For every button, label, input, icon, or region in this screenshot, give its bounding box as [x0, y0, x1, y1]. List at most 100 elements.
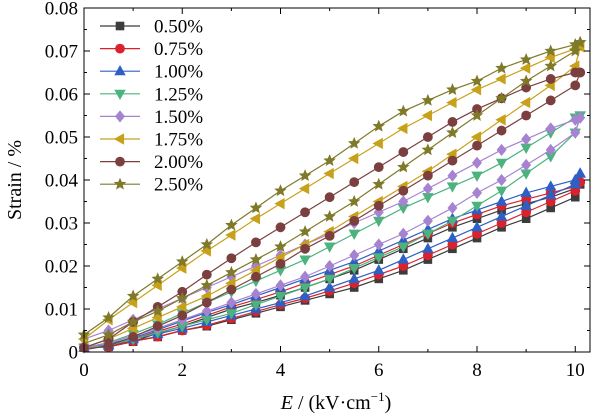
series-8-down-point-17: [470, 108, 484, 121]
series-5-down-point-17: [472, 186, 482, 199]
series-8-down-point-5: [175, 291, 189, 304]
series-7-down-point-7: [226, 284, 237, 295]
x-tick-label-2: 2: [178, 360, 188, 381]
series-7-down-point-17: [472, 140, 482, 151]
series-3-down-line: [83, 173, 581, 349]
series-8-down-line: [83, 42, 581, 344]
series-6-up-point-18: [495, 73, 506, 85]
y-axis-title: Strain / %: [4, 140, 26, 220]
series-8-down-point-3: [126, 315, 140, 328]
series-8-up-point-8: [249, 201, 263, 214]
legend-marker-3: [114, 64, 126, 76]
series-8-up-point-11: [323, 154, 336, 166]
series-7-down-point-18: [496, 125, 507, 136]
series-7-down-point-21: [570, 80, 581, 91]
series-6-up-point-7: [225, 229, 236, 241]
y-tick-label-0.08: 0.08: [45, 0, 78, 20]
series-8-down-point-16: [446, 126, 459, 139]
series-layer: [77, 35, 587, 354]
series-5-down-point-8: [250, 287, 261, 301]
series-3-up-point-18: [495, 195, 508, 206]
series-8-down-point-6: [200, 278, 214, 291]
series-3-down-point-15: [422, 242, 434, 253]
series-7-up-point-12: [349, 177, 360, 188]
series-7-up-point-10: [300, 207, 310, 218]
series-8-up-point-14: [397, 104, 410, 117]
series-8: [77, 35, 587, 344]
series-6-up-line: [83, 46, 581, 340]
series-4-down-point-8: [250, 300, 262, 311]
series-5-down-point-7: [226, 296, 237, 309]
series-8-down-point-2: [102, 328, 115, 341]
series-4-up-point-17: [471, 171, 483, 182]
series-6-up-point-3: [126, 296, 138, 309]
x-axis-title-exponent: −1: [371, 389, 385, 404]
series-4-down-line: [83, 115, 581, 349]
legend-marker-4: [114, 89, 126, 101]
series-4-down-point-17: [471, 201, 483, 213]
series-4-down-point-19: [520, 169, 532, 180]
series-6-up-point-10: [298, 182, 310, 195]
series-3-down-point-20: [544, 188, 557, 200]
series-8-down-point-12: [347, 194, 361, 207]
series-7-down-point-12: [349, 215, 360, 226]
series-7-down-point-19: [521, 110, 532, 121]
series-4-up-point-11: [323, 242, 336, 253]
series-6-up-point-5: [176, 262, 187, 274]
series-8-down-point-20: [544, 59, 557, 72]
series-5-down-point-11: [324, 259, 335, 273]
series-8-down-point-15: [421, 143, 435, 156]
series-8-up-point-17: [470, 74, 484, 87]
legend-entry-8: 2.50%: [100, 175, 203, 196]
series-3-down-point-14: [397, 253, 410, 264]
series-4-down-point-12: [348, 264, 360, 275]
series-5-down-point-22: [575, 111, 586, 124]
x-tick-label-4: 4: [276, 360, 286, 381]
legend-marker-7: [115, 156, 125, 167]
series-7-down-point-6: [201, 297, 212, 308]
series-4-up-point-13: [373, 216, 385, 228]
series-7-down-point-20: [545, 95, 556, 106]
legend-label-7: 2.00%: [154, 152, 203, 173]
series-6-up-point-16: [446, 96, 457, 109]
series-8-down-point-9: [274, 240, 287, 252]
series-7-up-point-9: [275, 222, 286, 233]
x-axis-title-unit: / (kV·cm: [293, 392, 371, 414]
series-4-down-point-15: [422, 229, 434, 240]
series-5-down-point-14: [398, 227, 409, 240]
series-8-down-point-19: [519, 74, 533, 87]
series-5-down-point-12: [349, 249, 360, 262]
series-3-down-point-16: [446, 231, 459, 243]
series-8-down-point-14: [397, 160, 410, 173]
series-8-up-point-10: [298, 169, 312, 182]
series-4-up-point-19: [520, 143, 532, 154]
series-6-up-point-11: [323, 167, 334, 180]
legend-label-6: 1.75%: [154, 130, 203, 151]
series-7-up-point-15: [422, 132, 433, 142]
series-5-down-point-21: [570, 126, 581, 139]
series-5-up-point-19: [521, 133, 532, 146]
series-2-down-line: [83, 181, 581, 349]
series-5-up-point-20: [545, 122, 556, 135]
series-7-down-point-14: [398, 185, 409, 196]
series-3-up-point-19: [520, 186, 532, 197]
series-6-down-point-19: [519, 96, 531, 109]
series-5-down-point-13: [373, 238, 384, 251]
series-6-down-point-4: [151, 311, 162, 324]
legend-label-5: 1.50%: [154, 107, 203, 128]
x-axis-title-variable: E: [280, 392, 293, 414]
series-8-up-point-18: [495, 61, 508, 74]
series-5-down-point-9: [275, 279, 286, 292]
series-5-down-line: [83, 117, 581, 349]
series-7-down-point-15: [422, 170, 433, 181]
series-4-down-point-11: [323, 274, 336, 286]
series-8-down-point-8: [249, 252, 263, 265]
y-tick-label-0.06: 0.06: [45, 85, 78, 106]
series-8-up-line: [83, 41, 581, 336]
series-8-up-point-15: [421, 93, 435, 106]
series-4-up-point-16: [446, 182, 459, 193]
y-tick-label-0: 0: [69, 343, 79, 364]
legend-label-1: 0.50%: [154, 17, 203, 38]
series-8-up-point-13: [372, 119, 386, 132]
